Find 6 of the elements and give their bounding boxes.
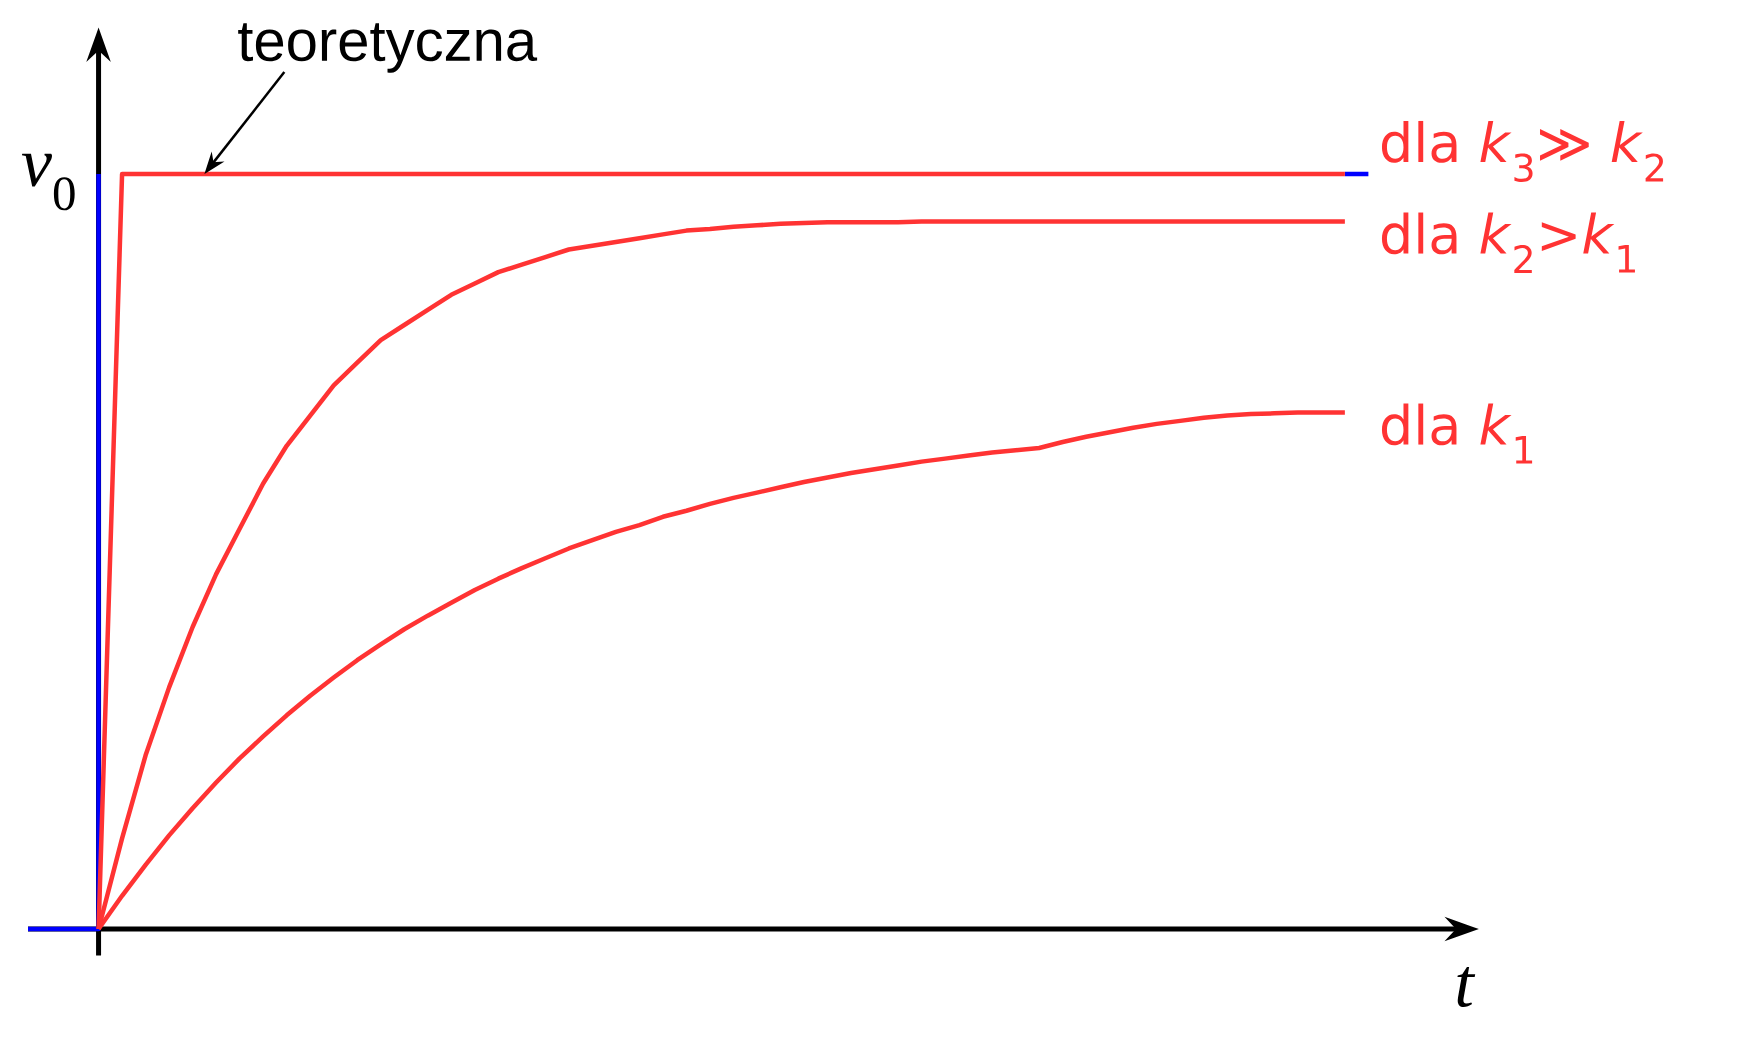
series-label: dla k$_{3}$≫ k$_{2}$ bbox=[1381, 120, 1664, 182]
x-axis-title: t bbox=[1457, 966, 1476, 1008]
series-label: dla k$_{1}$ bbox=[1381, 403, 1533, 464]
series-label: dla k$_{2}$>k$_{1}$ bbox=[1381, 212, 1635, 274]
annotation: teoretyczna bbox=[238, 23, 538, 73]
y-axis-title: v$_{0}$ bbox=[21, 153, 75, 211]
